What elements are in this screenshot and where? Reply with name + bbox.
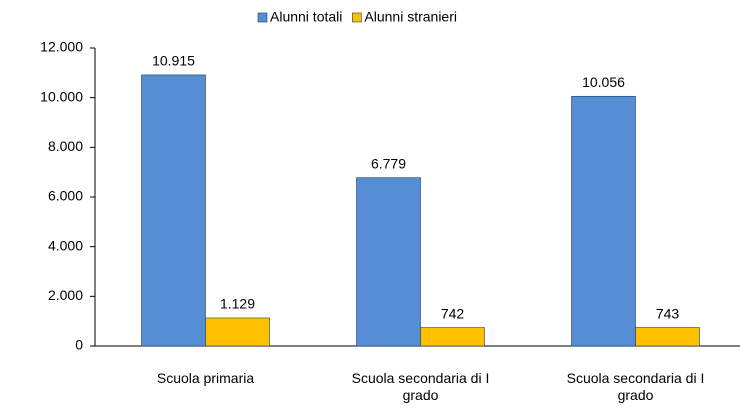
y-tick-label: 10.000 [40,88,83,104]
y-tick-label: 12.000 [40,39,83,55]
bar [356,177,421,347]
value-label: 1.129 [220,296,255,312]
bar [571,95,636,347]
value-label: 10.056 [582,74,625,90]
legend-label: Alunni totali [270,9,342,25]
x-tick-label: Scuola primaria [156,370,255,386]
legend-swatch [257,12,268,23]
bar [635,327,700,347]
value-label: 743 [656,305,680,321]
bar [141,74,206,347]
x-tick-label: Scuola secondaria di I grado [351,370,490,403]
value-label: 10.915 [152,53,195,69]
bar [420,327,485,347]
x-tick-label: Scuola secondaria di I grado [566,370,705,403]
y-tick-label: 6.000 [48,188,83,204]
y-tick-label: 2.000 [48,287,83,303]
legend-swatch [352,12,362,23]
value-label: 6.779 [371,155,406,171]
bar [205,317,270,347]
y-tick-label: 0 [75,337,83,353]
y-tick-label: 4.000 [48,237,83,253]
legend-label: Alunni stranieri [364,9,457,25]
y-tick-label: 8.000 [48,138,83,154]
value-label: 742 [441,305,465,321]
